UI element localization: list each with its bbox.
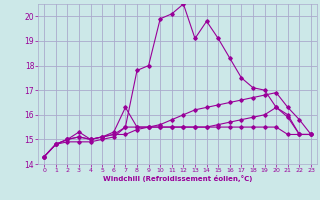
X-axis label: Windchill (Refroidissement éolien,°C): Windchill (Refroidissement éolien,°C) (103, 175, 252, 182)
